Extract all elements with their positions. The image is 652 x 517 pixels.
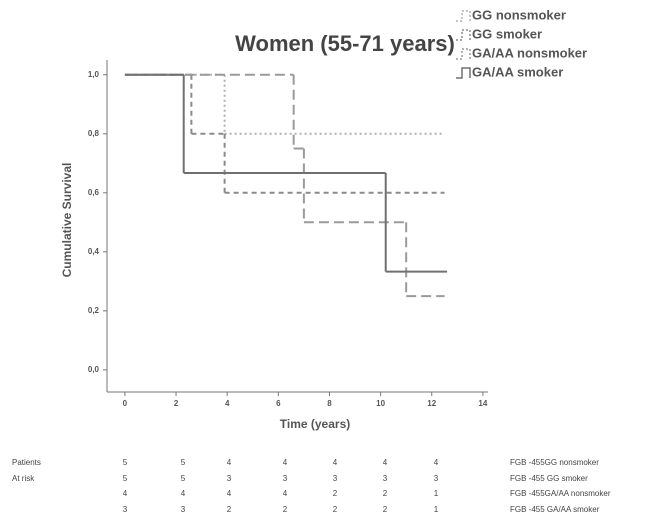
risk-count: 5 (123, 458, 128, 467)
legend-swatch (456, 29, 471, 41)
risk-count: 5 (123, 474, 128, 483)
risk-count: 2 (333, 489, 338, 498)
x-tick-label: 12 (427, 399, 436, 408)
risk-count: 3 (383, 474, 388, 483)
y-tick-label: 0,4 (88, 247, 100, 256)
risk-count: 4 (283, 489, 288, 498)
chart-title: Women (55-71 years) (235, 31, 455, 56)
x-tick-label: 10 (376, 399, 385, 408)
risk-count: 5 (181, 458, 186, 467)
risk-count: 4 (227, 489, 232, 498)
risk-count: 4 (383, 458, 388, 467)
risk-count: 3 (434, 474, 439, 483)
legend-label: GA/AA nonsmoker (472, 45, 587, 60)
risk-count: 2 (333, 505, 338, 514)
risk-count: 2 (283, 505, 288, 514)
y-tick-label: 1,0 (88, 70, 100, 79)
x-tick-label: 6 (276, 399, 281, 408)
x-tick-label: 8 (327, 399, 332, 408)
risk-count: 3 (333, 474, 338, 483)
risk-count: 4 (333, 458, 338, 467)
x-axis-label: Time (years) (280, 417, 350, 431)
y-tick-label: 0,8 (88, 129, 100, 138)
legend-label: GG nonsmoker (472, 7, 566, 22)
risk-row-label: FGB -455 GG smoker (510, 474, 588, 483)
y-tick-label: 0,0 (88, 365, 100, 374)
y-axis-label: Cumulative Survival (60, 163, 74, 278)
x-tick-label: 0 (123, 399, 128, 408)
x-tick-label: 14 (478, 399, 487, 408)
risk-count: 1 (434, 489, 439, 498)
risk-count: 1 (434, 505, 439, 514)
risk-count: 2 (383, 489, 388, 498)
risk-count: 4 (123, 489, 128, 498)
risk-count: 5 (181, 474, 186, 483)
legend-label: GG smoker (472, 26, 542, 41)
risk-count: 4 (283, 458, 288, 467)
risk-count: 3 (123, 505, 128, 514)
risk-count: 2 (383, 505, 388, 514)
y-tick-label: 0,2 (88, 306, 100, 315)
risk-row-label: FGB -455GA/AA nonsmoker (510, 489, 611, 498)
risk-row-label: FGB -455 GA/AA smoker (510, 505, 600, 514)
risk-count: 2 (227, 505, 232, 514)
risk-row-label: FGB -455GG nonsmoker (510, 458, 599, 467)
legend-swatch (456, 10, 471, 22)
risk-table-label: At risk (12, 474, 35, 483)
x-tick-label: 2 (174, 399, 179, 408)
risk-table-label: Patients (12, 458, 41, 467)
risk-count: 4 (181, 489, 186, 498)
legend-label: GA/AA smoker (472, 64, 563, 79)
x-tick-label: 4 (225, 399, 230, 408)
legend-swatch (456, 48, 471, 60)
risk-count: 3 (283, 474, 288, 483)
risk-count: 4 (434, 458, 439, 467)
risk-count: 4 (227, 458, 232, 467)
risk-count: 3 (181, 505, 186, 514)
risk-count: 3 (227, 474, 232, 483)
y-tick-label: 0,6 (88, 188, 100, 197)
legend-swatch (456, 67, 471, 79)
